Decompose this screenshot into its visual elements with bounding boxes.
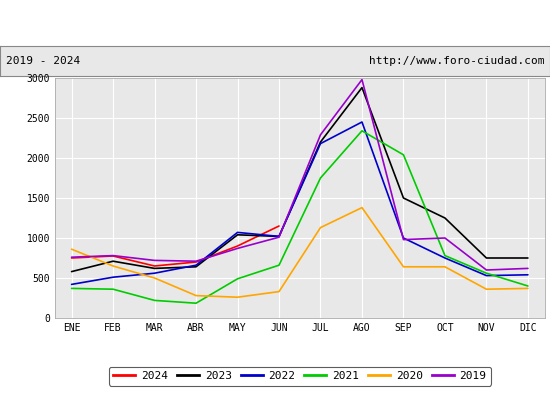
Legend: 2024, 2023, 2022, 2021, 2020, 2019: 2024, 2023, 2022, 2021, 2020, 2019 (109, 367, 491, 386)
Text: 2019 - 2024: 2019 - 2024 (6, 56, 80, 66)
Text: Evolucion Nº Turistas Extranjeros en el municipio de Sant Carles de la Ràpita: Evolucion Nº Turistas Extranjeros en el … (48, 16, 502, 30)
Text: http://www.foro-ciudad.com: http://www.foro-ciudad.com (369, 56, 544, 66)
